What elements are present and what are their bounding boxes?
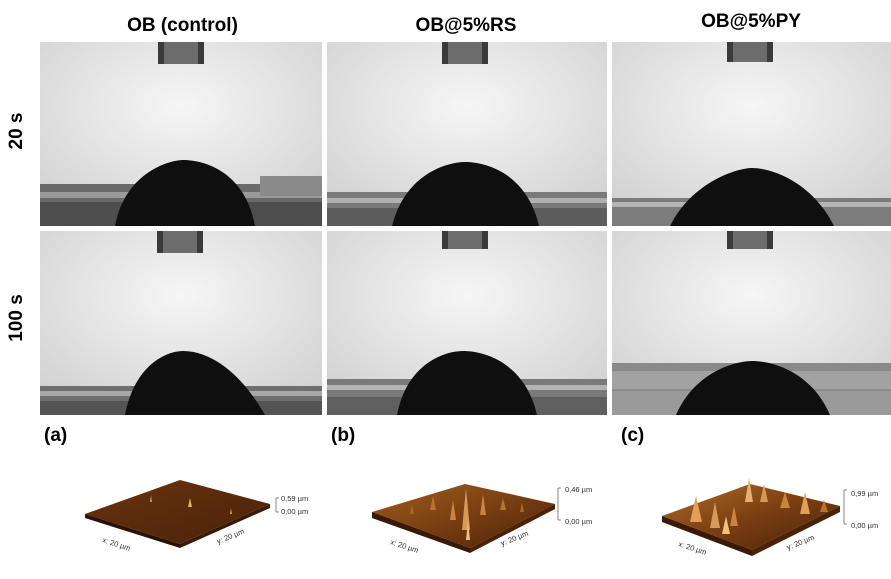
afm-surface-rs: 0,46 µm 0,00 µm x: 20 µm y: 20 µm bbox=[370, 460, 610, 570]
row-label-20s: 20 s bbox=[6, 112, 27, 150]
afm-c-zmax: 0,99 µm bbox=[851, 489, 878, 498]
afm-b-zmin: 0,00 µm bbox=[565, 517, 592, 526]
droplet-photo-rs-20s bbox=[327, 42, 607, 226]
droplet-photo-rs-100s bbox=[327, 231, 607, 415]
panel-letter-c: (c) bbox=[621, 425, 645, 446]
afm-b-xlabel: x: 20 µm bbox=[389, 537, 419, 554]
droplet-photo-control-100s bbox=[40, 231, 322, 415]
droplet-photo-py-20s bbox=[612, 42, 891, 226]
droplet-photo-control-20s bbox=[40, 42, 322, 226]
afm-a-zmax: 0,59 µm bbox=[281, 494, 308, 503]
row-label-100s: 100 s bbox=[6, 294, 27, 342]
afm-b-zmax: 0,46 µm bbox=[565, 485, 592, 494]
afm-surface-py: 0,99 µm 0,00 µm x: 20 µm y: 20 µm bbox=[660, 462, 890, 572]
panel-letter-b: (b) bbox=[331, 425, 356, 446]
column-title-control: OB (control) bbox=[127, 15, 238, 36]
column-title-rs: OB@5%RS bbox=[415, 15, 517, 36]
afm-c-xlabel: x: 20 µm bbox=[677, 539, 707, 556]
afm-surface-control: 0,59 µm 0,00 µm x: 20 µm y: 20 µm bbox=[80, 462, 330, 567]
column-title-py: OB@5%PY bbox=[701, 11, 801, 32]
droplet-photo-py-100s bbox=[612, 231, 891, 415]
panel-letter-a: (a) bbox=[44, 425, 68, 446]
afm-a-zmin: 0,00 µm bbox=[281, 507, 308, 516]
afm-a-xlabel: x: 20 µm bbox=[101, 535, 131, 552]
afm-c-zmin: 0,00 µm bbox=[851, 521, 878, 530]
